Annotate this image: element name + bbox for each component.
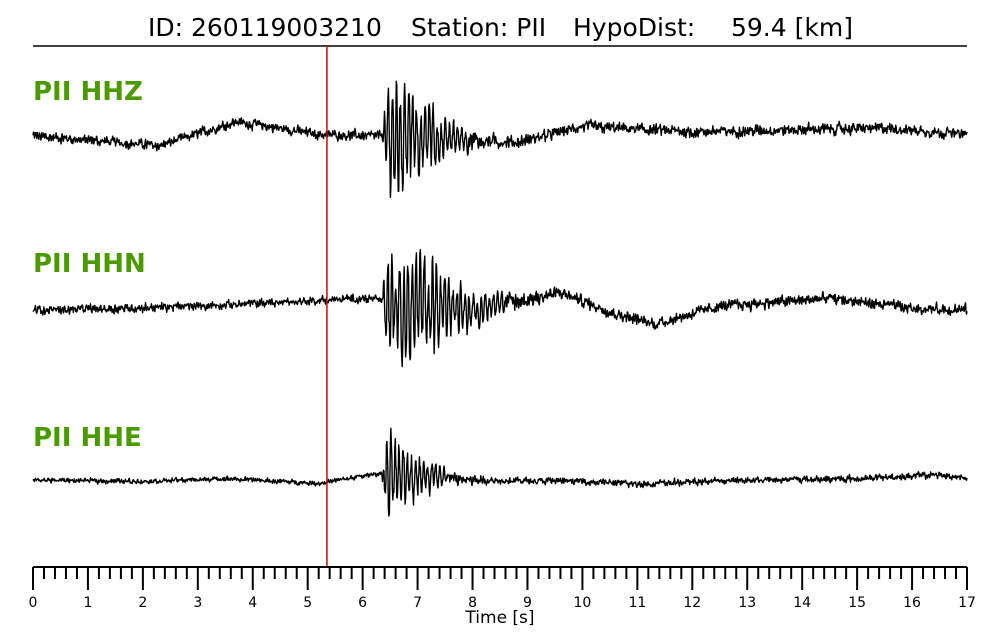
tick-label-6: 6 xyxy=(358,595,367,611)
waveform-hhn xyxy=(32,248,968,368)
trace-hhn: PII HHN xyxy=(32,248,968,368)
trace-hhe: PII HHE xyxy=(32,423,968,517)
time-axis-label: Time [s] xyxy=(464,608,534,628)
time-axis-minor-ticks xyxy=(42,567,958,579)
tick-label-16: 16 xyxy=(903,595,921,611)
tick-label-11: 11 xyxy=(628,595,646,611)
tick-label-14: 14 xyxy=(793,595,811,611)
time-axis-tick-labels: 0 1 2 3 4 5 6 7 8 9 10 11 12 13 14 15 16 17 xyxy=(29,595,976,611)
tick-label-13: 13 xyxy=(738,595,756,611)
waveform-hhz xyxy=(32,80,968,199)
title-hypodist-value: 59.4 [km] xyxy=(731,13,853,42)
tick-label-5: 5 xyxy=(303,595,312,611)
tick-label-12: 12 xyxy=(683,595,701,611)
tick-label-0: 0 xyxy=(29,595,38,611)
waveform-hhe xyxy=(32,427,968,517)
trace-label-hhe: PII HHE xyxy=(33,423,142,453)
trace-label-hhn: PII HHN xyxy=(33,249,146,279)
trace-label-hhz: PII HHZ xyxy=(33,77,143,107)
tick-label-9: 9 xyxy=(523,595,532,611)
trace-hhz: PII HHZ xyxy=(32,77,968,199)
time-axis-major-ticks xyxy=(32,567,968,590)
tick-label-2: 2 xyxy=(138,595,147,611)
tick-label-4: 4 xyxy=(248,595,257,611)
tick-label-7: 7 xyxy=(413,595,422,611)
title-station: Station: PII xyxy=(411,13,546,42)
title-event-id: ID: 260119003210 xyxy=(148,13,382,42)
figure-title: ID: 260119003210 Station: PII HypoDist: … xyxy=(148,13,853,42)
title-hypodist-label: HypoDist: xyxy=(573,13,695,42)
tick-label-3: 3 xyxy=(193,595,202,611)
tick-label-1: 1 xyxy=(83,595,92,611)
tick-label-15: 15 xyxy=(848,595,866,611)
time-axis: 0 1 2 3 4 5 6 7 8 9 10 11 12 13 14 15 16 17 Time [s] xyxy=(29,566,976,628)
tick-label-8: 8 xyxy=(468,595,477,611)
tick-label-17: 17 xyxy=(958,595,976,611)
tick-label-10: 10 xyxy=(573,595,591,611)
